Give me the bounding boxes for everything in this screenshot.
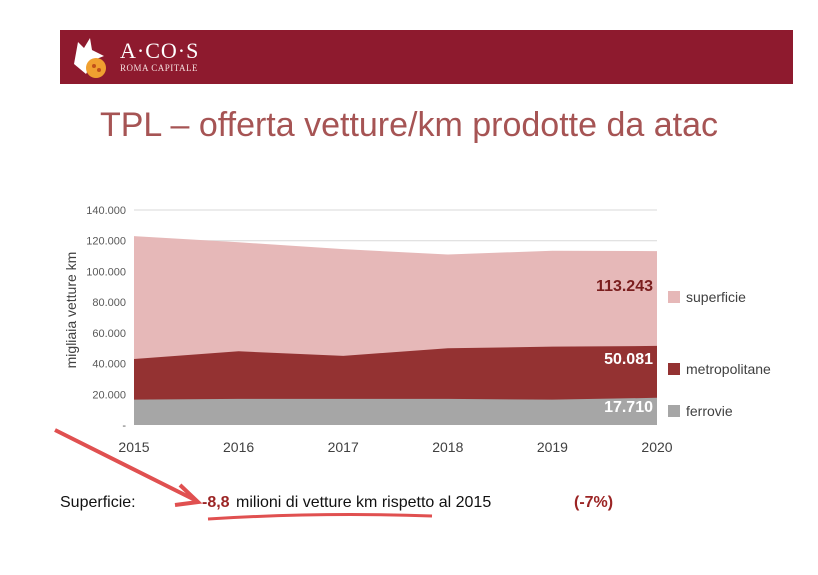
x-tick-label: 2015 [118, 439, 149, 455]
legend-swatch-superficie [668, 291, 680, 303]
data-label-ferrovie: 17.710 [604, 399, 653, 416]
x-tick-label: 2018 [432, 439, 463, 455]
data-label-superficie: 113.243 [596, 278, 653, 295]
wolf-logo-icon [74, 38, 106, 78]
legend-label-ferrovie: ferrovie [686, 403, 733, 419]
y-tick-label: - [122, 420, 126, 432]
note-label: Superficie: [60, 494, 136, 511]
note-percent: (-7%) [574, 494, 614, 511]
x-tick-label: 2016 [223, 439, 254, 455]
x-tick-label: 2019 [537, 439, 568, 455]
page-title: TPL – offerta vetture/km prodotte da ata… [99, 106, 718, 144]
area-ferrovie [134, 397, 657, 425]
x-tick-label: 2017 [328, 439, 359, 455]
legend-swatch-metropolitane [668, 363, 680, 375]
x-tick-label: 2020 [641, 439, 672, 455]
note-value: -8,8 [202, 494, 230, 511]
legend-label-superficie: superficie [686, 289, 746, 305]
y-tick-label: 120.000 [86, 236, 126, 248]
y-tick-label: 40.000 [92, 359, 126, 371]
brand-subtitle: ROMA CAPITALE [120, 63, 199, 73]
y-tick-label: 20.000 [92, 389, 126, 401]
y-tick-label: 80.000 [92, 297, 126, 309]
y-tick-label: 100.000 [86, 266, 126, 278]
y-tick-label: 60.000 [92, 328, 126, 340]
brand-name: A·CO·S [120, 38, 200, 63]
y-tick-label: 140.000 [86, 205, 126, 217]
data-label-metropolitane: 50.081 [604, 351, 653, 368]
note-text: milioni di vetture km rispetto al 2015 [236, 494, 492, 511]
legend-swatch-ferrovie [668, 405, 680, 417]
legend-label-metropolitane: metropolitane [686, 361, 771, 377]
header-banner: A·CO·S ROMA CAPITALE [60, 30, 793, 84]
y-axis-label: migliaia vetture km [63, 252, 79, 369]
